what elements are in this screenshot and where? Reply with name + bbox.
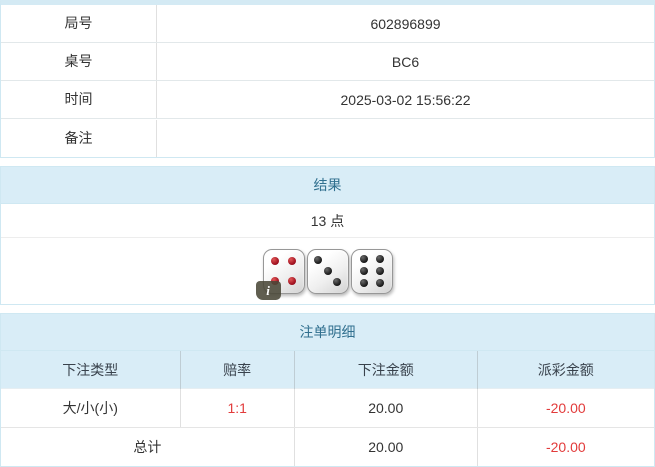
die-pip	[288, 256, 297, 265]
odds-value: 1:1	[181, 389, 295, 427]
bet-table-header: 下注类型 赔率 下注金额 派彩金额	[1, 351, 654, 389]
table-row: 桌号 BC6	[1, 43, 654, 81]
round-id-value: 602896899	[370, 15, 441, 32]
info-icon[interactable]: i	[255, 280, 281, 300]
total-bet-amount: 20.00	[295, 428, 478, 466]
die-pip	[375, 254, 384, 263]
payout-amount-value: -20.00	[545, 400, 586, 416]
time-label: 时间	[1, 81, 157, 118]
die-1: i	[255, 248, 305, 300]
total-label: 总计	[1, 428, 295, 466]
result-points: 13 点	[1, 204, 654, 238]
game-info-table: 局号 602896899 桌号 BC6 时间 2025-03-02 15:56:…	[0, 0, 655, 158]
col-header-bet-type: 下注类型	[1, 351, 181, 389]
bet-section-title: 注单明细	[1, 314, 654, 351]
die-pip	[288, 277, 297, 286]
table-id-label: 桌号	[1, 43, 157, 80]
die-pip	[359, 267, 368, 275]
total-payout-amount: -20.00	[545, 439, 586, 455]
die-pip	[375, 267, 384, 275]
table-row: 大/小(小) 1:1 20.00 -20.00	[1, 389, 654, 428]
die-pip	[270, 256, 279, 265]
remark-label: 备注	[1, 119, 157, 157]
round-id-label: 局号	[1, 5, 157, 42]
table-id-value: BC6	[391, 53, 420, 70]
bet-details-section: 注单明细 下注类型 赔率 下注金额 派彩金额 大/小(小) 1:1 20.00 …	[0, 313, 655, 467]
die-3	[350, 248, 393, 294]
die-pip	[359, 279, 368, 288]
bet-amount-value: 20.00	[295, 389, 478, 427]
col-header-payout-amount: 派彩金额	[537, 362, 594, 378]
result-section-title: 结果	[1, 167, 654, 204]
die-pip	[323, 267, 332, 275]
die-2	[306, 248, 349, 294]
total-row: 总计 20.00 -20.00	[1, 428, 654, 466]
die-pip	[313, 255, 322, 264]
die-pip	[333, 278, 342, 287]
dice-row: i	[1, 238, 654, 304]
result-section: 结果 13 点 i	[0, 166, 655, 305]
table-row: 备注	[1, 119, 654, 157]
table-row: 局号 602896899	[1, 5, 654, 43]
die-pip	[375, 279, 384, 288]
time-value: 2025-03-02 15:56:22	[340, 91, 471, 108]
col-header-bet-amount: 下注金额	[295, 351, 478, 389]
die-pip	[359, 254, 368, 263]
bet-type-value: 大/小(小)	[1, 389, 181, 427]
col-header-odds: 赔率	[181, 351, 295, 389]
table-row: 时间 2025-03-02 15:56:22	[1, 81, 654, 119]
